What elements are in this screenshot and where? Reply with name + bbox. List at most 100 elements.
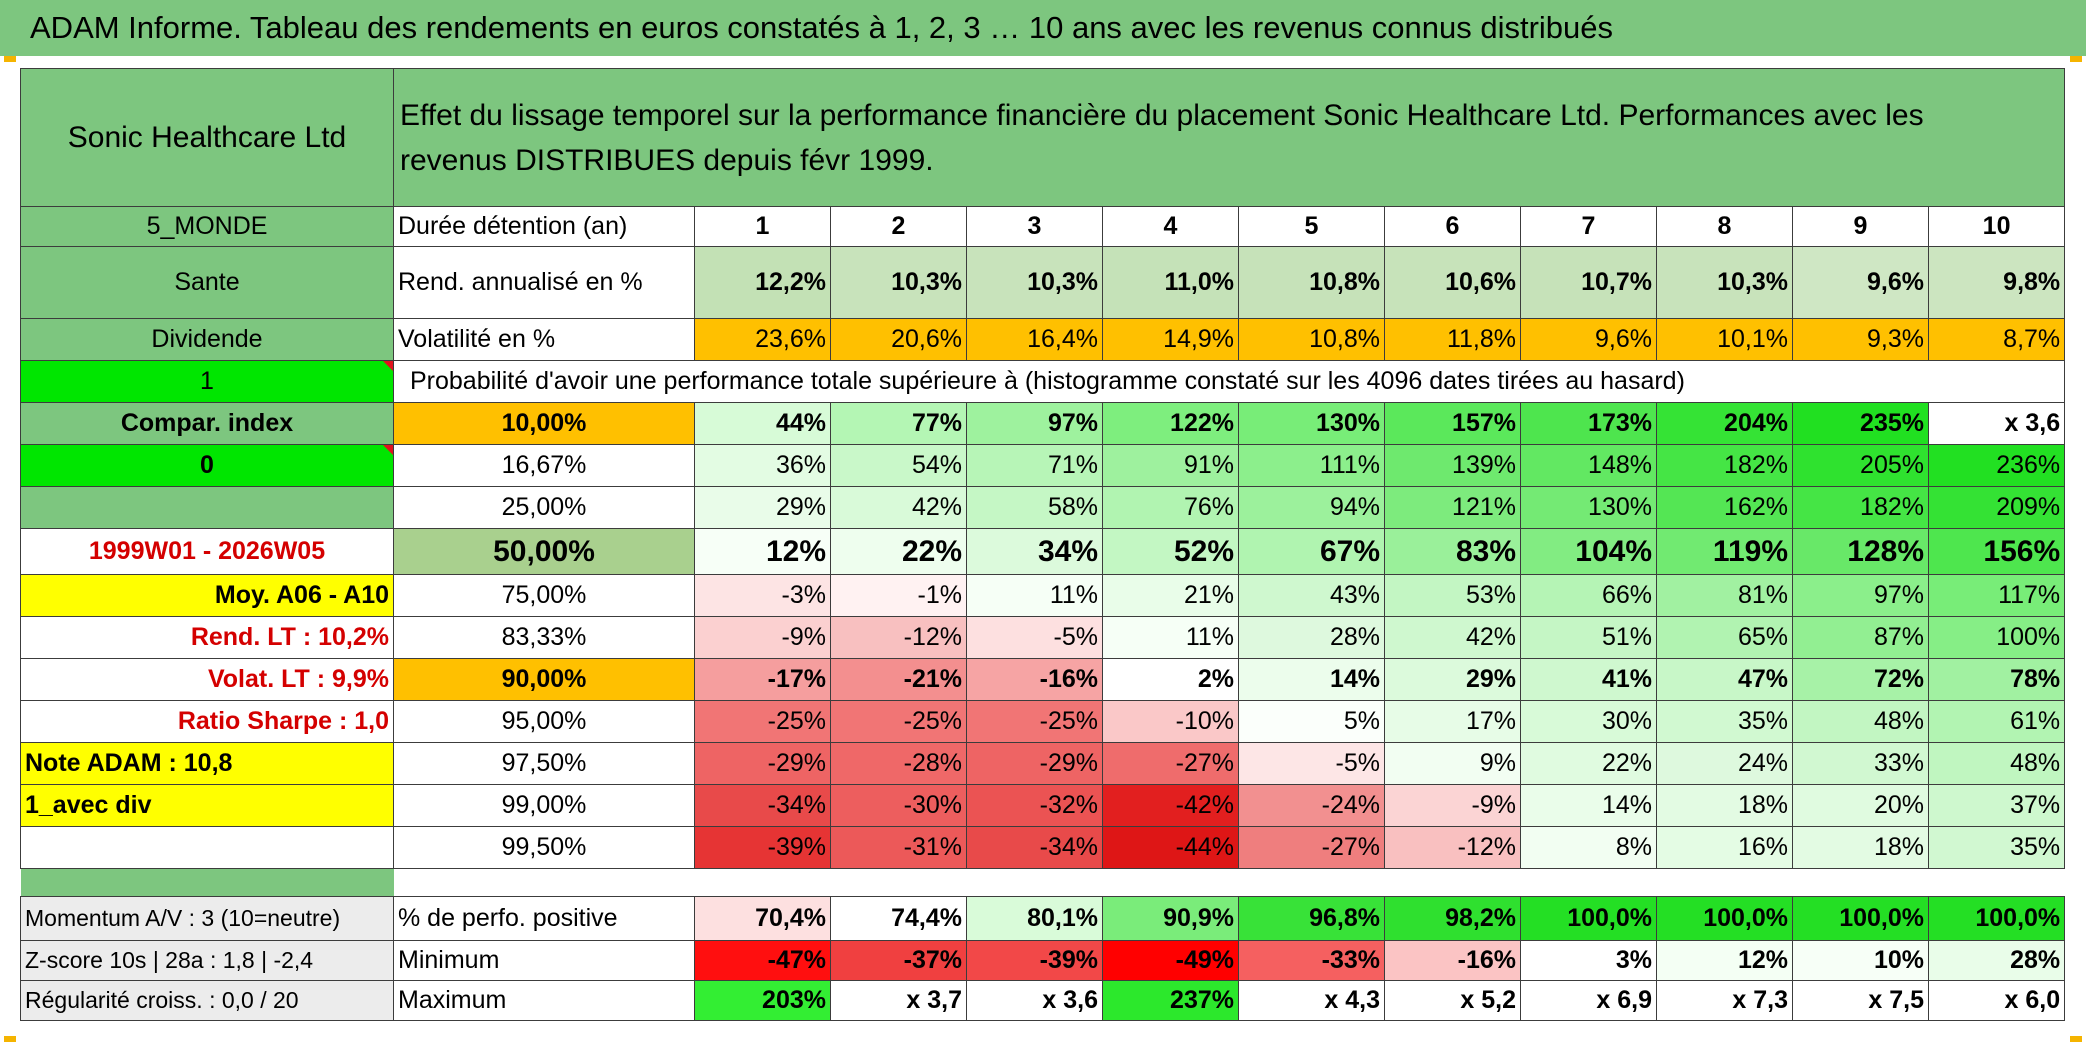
- year-header: 10: [1927, 206, 2066, 247]
- probability-value: 130%: [1238, 402, 1385, 445]
- probability-value: -27%: [1238, 826, 1385, 869]
- probability-value: 22%: [830, 528, 967, 575]
- minimum-value: 28%: [1927, 940, 2066, 981]
- probability-value: -12%: [1384, 826, 1521, 869]
- description-cell: Effet du lissage temporel sur la perform…: [392, 68, 2066, 207]
- probability-value: -24%: [1238, 784, 1385, 827]
- probability-value: -25%: [830, 700, 967, 743]
- holding-duration-label: Durée détention (an): [393, 206, 695, 247]
- probability-value: 8%: [1520, 826, 1657, 869]
- volatility-value: 8,7%: [1927, 318, 2066, 361]
- probability-threshold: 75,00%: [393, 574, 695, 617]
- probability-value: 11%: [966, 574, 1103, 617]
- probability-value: 16%: [1656, 826, 1793, 869]
- spacer-cell: [20, 868, 394, 897]
- bottom-stat-label: Momentum A/V : 3 (10=neutre): [20, 896, 394, 941]
- year-header: 6: [1384, 206, 1521, 247]
- minimum-value: -33%: [1238, 940, 1385, 981]
- annualized-return-value: 9,8%: [1927, 246, 2066, 319]
- probability-value: 12%: [694, 528, 831, 575]
- positive-performance-value: 70,4%: [694, 896, 831, 941]
- report-header-bar: ADAM Informe. Tableau des rendements en …: [0, 0, 2086, 56]
- probability-value: 204%: [1656, 402, 1793, 445]
- probability-value: 11%: [1102, 616, 1239, 659]
- positive-performance-value: 100,0%: [1792, 896, 1929, 941]
- positive-performance-value: 90,9%: [1102, 896, 1239, 941]
- probability-value: 44%: [694, 402, 831, 445]
- probability-threshold: 83,33%: [393, 616, 695, 659]
- probability-value: 42%: [830, 486, 967, 529]
- probability-value: 22%: [1520, 742, 1657, 785]
- probability-value: 34%: [966, 528, 1103, 575]
- performance-table: Sonic Healthcare Ltd Effet du lissage te…: [20, 68, 2066, 1021]
- probability-value: 14%: [1520, 784, 1657, 827]
- probability-value: 128%: [1792, 528, 1929, 575]
- probability-value: -31%: [830, 826, 967, 869]
- maximum-value: x 5,2: [1384, 980, 1521, 1021]
- minimum-value: -39%: [966, 940, 1103, 981]
- probability-value: -12%: [830, 616, 967, 659]
- probability-value: x 3,6: [1927, 402, 2066, 445]
- flag-one-cell: 1: [20, 360, 394, 403]
- probability-threshold: 90,00%: [393, 658, 695, 701]
- annualized-return-value: 9,6%: [1792, 246, 1929, 319]
- probability-value: 52%: [1102, 528, 1239, 575]
- flag-zero-cell: 0: [20, 444, 394, 487]
- annualized-return-value: 12,2%: [694, 246, 831, 319]
- probability-value: 72%: [1792, 658, 1929, 701]
- positive-performance-value: 80,1%: [966, 896, 1103, 941]
- probability-value: -16%: [966, 658, 1103, 701]
- income-type-cell: Dividende: [20, 318, 394, 361]
- volatility-value: 16,4%: [966, 318, 1103, 361]
- probability-value: -1%: [830, 574, 967, 617]
- probability-threshold: 95,00%: [393, 700, 695, 743]
- probability-value: 236%: [1927, 444, 2066, 487]
- probability-value: 18%: [1792, 826, 1929, 869]
- probability-value: 94%: [1238, 486, 1385, 529]
- probability-value: 9%: [1384, 742, 1521, 785]
- probability-value: -5%: [966, 616, 1103, 659]
- volatility-value: 20,6%: [830, 318, 967, 361]
- probability-value: -29%: [966, 742, 1103, 785]
- volatility-label: Volatilité en %: [393, 318, 695, 361]
- probability-value: -28%: [830, 742, 967, 785]
- average-label: Moy. A06 - A10: [20, 574, 394, 617]
- probability-title: Probabilité d'avoir une performance tota…: [393, 360, 1929, 403]
- probability-value: 48%: [1792, 700, 1929, 743]
- fund-name-cell: Sonic Healthcare Ltd: [20, 68, 394, 207]
- probability-threshold: 50,00%: [393, 528, 695, 575]
- probability-value: 36%: [694, 444, 831, 487]
- probability-value: -30%: [830, 784, 967, 827]
- year-header: 3: [966, 206, 1103, 247]
- year-header: 7: [1520, 206, 1657, 247]
- annualized-return-value: 10,8%: [1238, 246, 1385, 319]
- probability-value: -29%: [694, 742, 831, 785]
- maximum-value: x 7,5: [1792, 980, 1929, 1021]
- corner-marker: [4, 56, 16, 62]
- minimum-value: 10%: [1792, 940, 1929, 981]
- annualized-return-value: 10,3%: [966, 246, 1103, 319]
- probability-value: 18%: [1656, 784, 1793, 827]
- annualized-return-label: Rend. annualisé en %: [393, 246, 695, 319]
- probability-value: -21%: [830, 658, 967, 701]
- year-header: 9: [1792, 206, 1929, 247]
- probability-value: 2%: [1102, 658, 1239, 701]
- probability-value: 35%: [1927, 826, 2066, 869]
- probability-value: 117%: [1927, 574, 2066, 617]
- probability-value: 53%: [1384, 574, 1521, 617]
- probability-value: 111%: [1238, 444, 1385, 487]
- compare-index-label: Compar. index: [20, 402, 394, 445]
- minimum-value: 12%: [1656, 940, 1793, 981]
- probability-value: 17%: [1384, 700, 1521, 743]
- mode-label: 1_avec div: [20, 784, 394, 827]
- probability-value: 87%: [1792, 616, 1929, 659]
- year-header: 8: [1656, 206, 1793, 247]
- probability-value: 5%: [1238, 700, 1385, 743]
- probability-value: 235%: [1792, 402, 1929, 445]
- volatility-value: 9,3%: [1792, 318, 1929, 361]
- maximum-value: x 4,3: [1238, 980, 1385, 1021]
- probability-value: 148%: [1520, 444, 1657, 487]
- probability-value: 41%: [1520, 658, 1657, 701]
- probability-value: 81%: [1656, 574, 1793, 617]
- probability-value: 97%: [1792, 574, 1929, 617]
